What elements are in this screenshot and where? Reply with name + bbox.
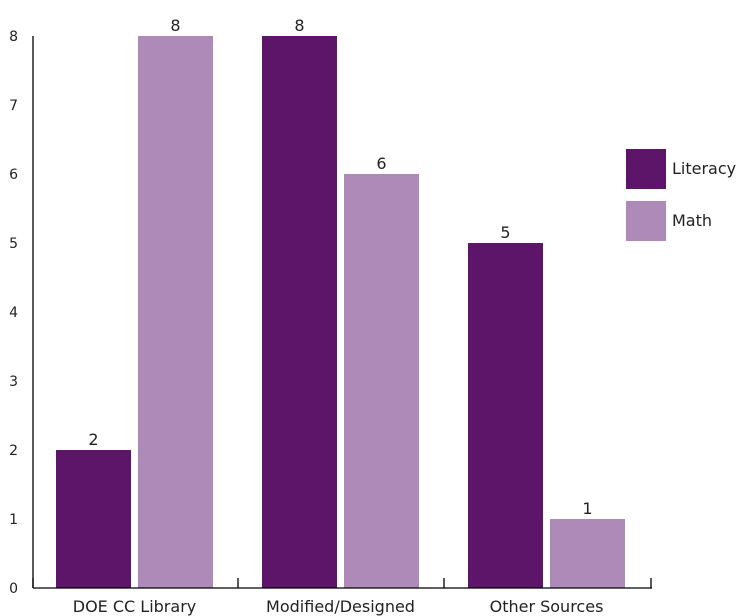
y-tick-label: 5 — [9, 236, 18, 252]
bar-literacy-1 — [56, 450, 131, 588]
y-tick-label: 4 — [9, 305, 18, 321]
x-axis-ticks — [32, 578, 652, 588]
y-tick-label: 2 — [9, 443, 18, 459]
x-axis-category-labels: DOE CC Library Modified/Designed Other Sou… — [73, 597, 604, 616]
y-tick-label: 8 — [9, 29, 18, 45]
y-tick-label: 0 — [9, 581, 18, 597]
x-category-label: DOE CC Library — [73, 597, 196, 616]
data-label: 8 — [294, 16, 304, 35]
data-label: 5 — [500, 223, 510, 242]
legend-label: Math — [672, 211, 712, 230]
x-category-label: Other Sources — [490, 597, 604, 616]
y-tick-label: 7 — [9, 98, 18, 114]
bars — [56, 36, 625, 588]
data-label: 6 — [376, 154, 386, 173]
legend-swatch-literacy — [626, 149, 666, 189]
legend-label: Literacy — [672, 159, 736, 178]
y-axis-ticks: 0 1 2 3 4 5 6 7 8 — [9, 29, 18, 597]
y-tick-label: 1 — [9, 512, 18, 528]
y-tick-label: 6 — [9, 167, 18, 183]
legend-swatch-math — [626, 201, 666, 241]
x-category-label: Modified/Designed — [266, 597, 415, 616]
bar-math-2 — [344, 174, 419, 588]
axes — [32, 36, 652, 589]
bar-literacy-2 — [262, 36, 337, 588]
bar-literacy-3 — [468, 243, 543, 588]
bar-math-1 — [138, 36, 213, 588]
bar-math-3 — [550, 519, 625, 588]
data-labels: 2 8 8 6 5 1 — [88, 16, 592, 518]
data-label: 2 — [88, 430, 98, 449]
legend: Literacy Math — [626, 149, 736, 241]
data-label: 8 — [170, 16, 180, 35]
y-tick-label: 3 — [9, 374, 18, 390]
data-label: 1 — [582, 499, 592, 518]
